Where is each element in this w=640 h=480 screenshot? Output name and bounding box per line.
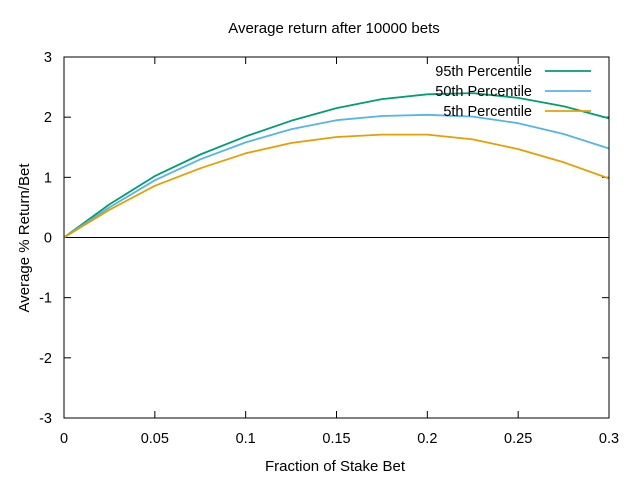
y-tick-label: 3 — [44, 50, 52, 66]
y-tick-label: -3 — [39, 411, 52, 427]
x-axis-title: Fraction of Stake Bet — [265, 458, 406, 475]
plot-frame — [63, 56, 610, 419]
series-line-2 — [63, 113, 610, 239]
legend-label: 95th Percentile — [435, 64, 532, 80]
legend: 95th Percentile 50th Percentile 5th Percen… — [435, 64, 591, 120]
series-line-3 — [63, 133, 610, 239]
x-tick-label: 0.1 — [236, 431, 256, 447]
x-tick-label: 0.2 — [417, 431, 437, 447]
x-tick-label: 0.25 — [504, 431, 532, 447]
axis-ticks: 0 0.05 0.1 0.15 0.2 0.25 0.3 -3 -2 -1 0 1 2 3 — [39, 50, 619, 447]
y-tick-label: 2 — [44, 110, 52, 126]
x-tick-label: 0.3 — [599, 431, 619, 447]
y-tick-label: 1 — [44, 170, 52, 186]
y-axis-title: Average % Return/Bet — [16, 163, 33, 313]
x-tick-label: 0.05 — [141, 431, 169, 447]
x-tick-label: 0.15 — [322, 431, 350, 447]
chart-title: Average return after 10000 bets — [228, 20, 440, 37]
legend-label: 5th Percentile — [443, 104, 532, 120]
legend-label: 50th Percentile — [435, 84, 532, 100]
series-line-1 — [63, 92, 610, 239]
y-tick-label: 0 — [44, 231, 52, 247]
x-tick-label: 0 — [60, 431, 68, 447]
series-lines — [63, 92, 610, 239]
y-tick-label: -1 — [39, 291, 52, 307]
y-tick-label: -2 — [39, 351, 52, 367]
